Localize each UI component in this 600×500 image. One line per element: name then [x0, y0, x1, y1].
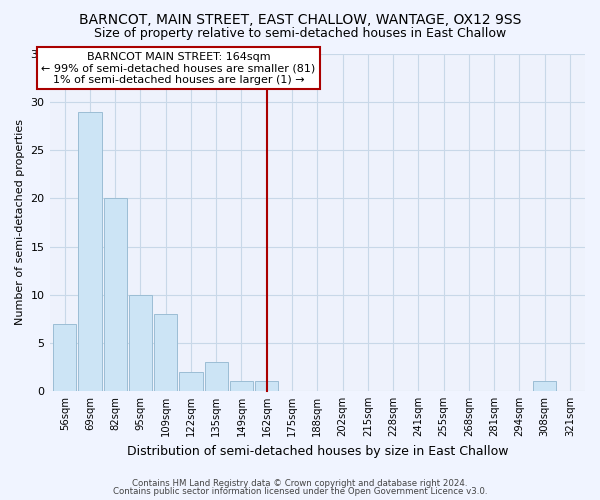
Bar [533, 382, 556, 391]
Bar [79, 112, 101, 391]
Text: BARNCOT, MAIN STREET, EAST CHALLOW, WANTAGE, OX12 9SS: BARNCOT, MAIN STREET, EAST CHALLOW, WANT… [79, 12, 521, 26]
Y-axis label: Number of semi-detached properties: Number of semi-detached properties [15, 120, 25, 326]
Text: Size of property relative to semi-detached houses in East Challow: Size of property relative to semi-detach… [94, 28, 506, 40]
Bar [179, 372, 203, 391]
Text: Contains HM Land Registry data © Crown copyright and database right 2024.: Contains HM Land Registry data © Crown c… [132, 478, 468, 488]
Bar [255, 382, 278, 391]
Bar [205, 362, 228, 391]
Text: Contains public sector information licensed under the Open Government Licence v3: Contains public sector information licen… [113, 487, 487, 496]
X-axis label: Distribution of semi-detached houses by size in East Challow: Distribution of semi-detached houses by … [127, 444, 508, 458]
Bar [53, 324, 76, 391]
Bar [230, 382, 253, 391]
Text: BARNCOT MAIN STREET: 164sqm
← 99% of semi-detached houses are smaller (81)
1% of: BARNCOT MAIN STREET: 164sqm ← 99% of sem… [41, 52, 316, 85]
Bar [129, 294, 152, 391]
Bar [154, 314, 178, 391]
Bar [104, 198, 127, 391]
